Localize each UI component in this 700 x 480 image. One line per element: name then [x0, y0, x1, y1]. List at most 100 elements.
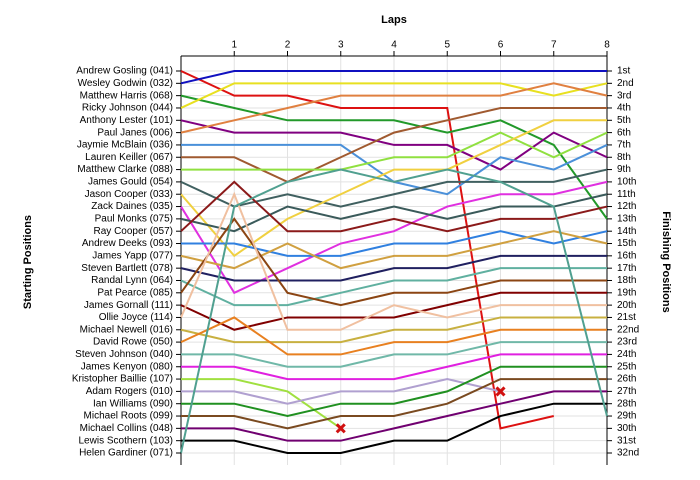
- series-line: [180, 191, 607, 331]
- starting-label: Kristopher Baillie (107): [72, 374, 173, 385]
- starting-label: Matthew Harris (068): [80, 90, 173, 101]
- series-line: [180, 267, 607, 307]
- finishing-label: 20th: [617, 300, 636, 311]
- finishing-label: 13th: [617, 214, 636, 225]
- series-line: [181, 353, 607, 381]
- starting-label: Michael Collins (048): [80, 423, 173, 434]
- starting-label: Andrew Gosling (041): [76, 66, 173, 77]
- starting-label: Ray Cooper (057): [94, 226, 173, 237]
- finishing-label: 23rd: [617, 337, 637, 348]
- series-line: [181, 365, 607, 418]
- series-line: [181, 131, 608, 171]
- starting-label: Pat Pearce (085): [97, 287, 173, 298]
- starting-label: Wesley Godwin (032): [78, 78, 173, 89]
- series-line: [181, 106, 607, 184]
- series-line: [180, 168, 608, 454]
- finishing-label: 5th: [617, 115, 631, 126]
- starting-label: Andrew Deeks (093): [82, 238, 173, 249]
- series-line: [180, 217, 607, 307]
- starting-label: Steven Bartlett (078): [81, 263, 173, 274]
- starting-label: James Kenyon (080): [81, 361, 173, 372]
- finishing-label: 17th: [617, 263, 636, 274]
- finishing-label: 8th: [617, 152, 631, 163]
- starting-label: Ollie Joyce (114): [99, 312, 173, 323]
- starting-label: James Yapp (077): [92, 250, 173, 261]
- starting-label: David Rowe (050): [93, 337, 173, 348]
- finishing-label: 18th: [617, 275, 636, 286]
- y-axis-title: Starting Positions: [22, 215, 34, 309]
- y2-axis-title: Finishing Positions: [660, 211, 672, 312]
- series-line: [180, 291, 607, 331]
- series-line: [181, 402, 607, 454]
- finishing-label: 12th: [617, 201, 636, 212]
- finishing-label: 28th: [617, 398, 636, 409]
- series-line: [180, 82, 608, 134]
- series-line: [180, 82, 608, 109]
- starting-label: Helen Gardiner (071): [79, 448, 173, 459]
- starting-label: Paul Monks (075): [95, 214, 173, 225]
- finishing-label: 7th: [617, 140, 631, 151]
- series-line: [180, 193, 608, 233]
- finishing-label: 30th: [617, 423, 636, 434]
- series-line: [181, 230, 608, 257]
- starting-label: James Gornall (111): [84, 300, 173, 311]
- finishing-label: 1st: [617, 66, 631, 77]
- series-line: [181, 341, 607, 368]
- x-tick-label: 2: [285, 40, 291, 51]
- starting-label: Lauren Keiller (067): [85, 152, 173, 163]
- series-line: [180, 119, 608, 171]
- finishing-label: 29th: [617, 411, 636, 422]
- series-line: [180, 94, 608, 220]
- chart-title: Laps: [381, 14, 407, 26]
- finishing-label: 31st: [617, 435, 636, 446]
- starting-label: Michael Roots (099): [84, 411, 173, 422]
- series-line: [180, 230, 608, 270]
- series-line: [180, 316, 607, 356]
- starting-label: Paul Janes (006): [97, 127, 173, 138]
- finishing-label: 3rd: [617, 90, 631, 101]
- series-line: [180, 254, 607, 282]
- finishing-label: 15th: [617, 238, 636, 249]
- x-tick-label: 6: [498, 40, 504, 51]
- finishing-label: 10th: [617, 177, 636, 188]
- finishing-label: 11th: [617, 189, 636, 200]
- starting-label: Ian Williams (090): [93, 398, 173, 409]
- starting-label: Michael Newell (016): [80, 324, 173, 335]
- series-line: [180, 70, 554, 430]
- series-line: [181, 378, 607, 430]
- finishing-label: 14th: [617, 226, 636, 237]
- retirement-marker: [335, 423, 346, 434]
- series-line: [180, 316, 607, 344]
- series-line: [180, 70, 607, 85]
- starting-label: Anthony Lester (101): [80, 115, 173, 126]
- starting-label: Ricky Johnson (044): [82, 103, 173, 114]
- finishing-label: 26th: [617, 374, 636, 385]
- series-line: [181, 390, 607, 442]
- series-line: [180, 168, 608, 208]
- x-tick-label: 8: [604, 40, 610, 51]
- series-line: [180, 180, 608, 295]
- finishing-label: 25th: [617, 361, 636, 372]
- x-tick-label: 7: [551, 40, 557, 51]
- finishing-label: 6th: [617, 127, 631, 138]
- retirement-marker: [495, 386, 506, 397]
- finishing-label: 24th: [617, 349, 636, 360]
- finishing-label: 16th: [617, 250, 636, 261]
- finishing-label: 21st: [617, 312, 636, 323]
- starting-label: Lewis Scothern (103): [79, 435, 174, 446]
- starting-label: Adam Rogers (010): [86, 386, 173, 397]
- starting-label: Jason Cooper (033): [85, 189, 173, 200]
- finishing-label: 9th: [617, 164, 631, 175]
- finishing-label: 19th: [617, 287, 636, 298]
- starting-label: Matthew Clarke (088): [77, 164, 173, 175]
- starting-label: Randal Lynn (064): [91, 275, 173, 286]
- x-tick-label: 3: [338, 40, 344, 51]
- starting-label: Jaymie McBlain (036): [77, 140, 173, 151]
- starting-label: James Gould (054): [88, 177, 173, 188]
- starting-label: Steven Johnson (040): [75, 349, 173, 360]
- series-line: [181, 378, 501, 405]
- x-tick-label: 5: [444, 40, 450, 51]
- starting-label: Zack Daines (035): [91, 201, 173, 212]
